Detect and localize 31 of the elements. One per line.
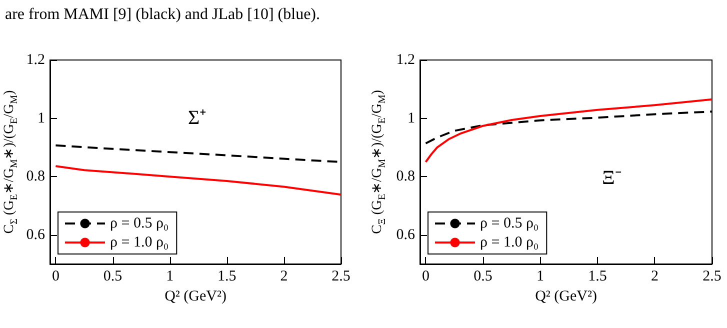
- line-series: [54, 165, 342, 196]
- line-series: [424, 98, 713, 163]
- y-tick-label: 0.8: [26, 168, 45, 185]
- y-tick-label: 1: [408, 110, 415, 126]
- x-tick-label: 0: [52, 268, 60, 284]
- legend-label: ρ = 0.5 ρ₀: [110, 216, 169, 232]
- legend-label: ρ = 0.5 ρ₀: [480, 216, 539, 232]
- x-tick-label: 2: [650, 268, 658, 284]
- x-tick-label: 1.5: [588, 268, 607, 284]
- x-tick-label: 2: [280, 268, 288, 284]
- legend-label: ρ = 1.0 ρ₀: [480, 234, 539, 250]
- x-tick-label: 0.5: [103, 268, 122, 284]
- text: are from MAMI [9] (black) and JLab [10] (blue).: [5, 6, 320, 24]
- y-tick-label: 1: [38, 110, 45, 126]
- y-tick-label: 0.6: [26, 226, 46, 243]
- x-axis-title: Q² (GeV²): [535, 288, 597, 304]
- legend-label: ρ = 1.0 ρ₀: [110, 234, 169, 250]
- x-tick-label: 2.5: [332, 268, 350, 284]
- annotation: Σ⁺: [188, 107, 207, 129]
- x-tick-label: 1: [166, 268, 174, 284]
- x-tick-label: 0.5: [474, 268, 492, 284]
- x-tick-label: 2.5: [702, 268, 722, 284]
- annotation: Ξ⁻: [602, 167, 622, 189]
- x-tick-label: 1: [536, 268, 544, 284]
- x-axis-title: Q² (GeV²): [164, 288, 226, 304]
- y-tick-label: 1.2: [396, 52, 415, 68]
- y-tick-label: 0.6: [396, 226, 416, 243]
- y-tick-label: 1.2: [26, 52, 45, 68]
- x-tick-label: 0: [422, 268, 430, 284]
- x-tick-label: 1.5: [218, 268, 236, 284]
- y-tick-label: 0.8: [396, 168, 415, 185]
